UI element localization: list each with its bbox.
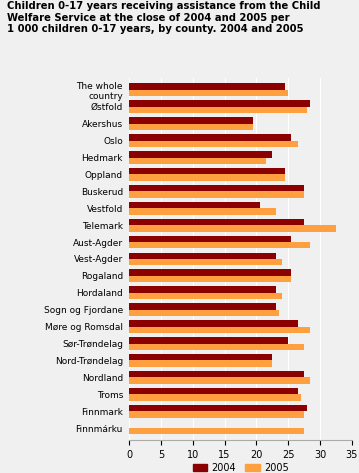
Bar <box>129 124 253 130</box>
Bar <box>129 253 275 259</box>
Bar <box>129 388 298 394</box>
Bar <box>129 428 304 435</box>
Bar <box>129 192 304 198</box>
Bar <box>129 377 311 384</box>
Bar <box>129 175 285 181</box>
Bar <box>129 343 304 350</box>
Bar <box>129 371 304 377</box>
Bar <box>129 286 275 293</box>
Bar <box>129 310 279 316</box>
Bar <box>129 276 292 282</box>
Bar <box>129 405 307 411</box>
Bar <box>129 90 288 96</box>
Bar <box>129 100 311 107</box>
Bar <box>129 140 298 147</box>
Bar <box>129 83 285 90</box>
Bar <box>129 411 304 418</box>
Bar <box>129 394 301 401</box>
Bar <box>129 326 311 333</box>
Bar <box>129 158 266 164</box>
Bar <box>129 354 272 360</box>
Bar <box>129 236 292 242</box>
Bar <box>129 107 307 113</box>
Bar <box>129 303 275 310</box>
Bar <box>129 219 304 225</box>
Bar <box>129 134 292 140</box>
Bar <box>129 168 285 175</box>
Bar <box>129 208 275 215</box>
Legend: 2004, 2005: 2004, 2005 <box>188 459 293 473</box>
Bar <box>129 185 304 192</box>
Bar <box>129 320 298 326</box>
Bar <box>129 151 272 158</box>
Bar <box>129 337 288 343</box>
Bar <box>129 242 311 248</box>
Bar <box>129 202 260 208</box>
Bar <box>129 360 272 367</box>
Bar <box>129 117 253 124</box>
Text: Children 0-17 years receiving assistance from the Child
Welfare Service at the c: Children 0-17 years receiving assistance… <box>7 1 321 34</box>
Bar <box>129 259 282 265</box>
Bar <box>129 293 282 299</box>
Bar <box>129 270 292 276</box>
Bar <box>129 225 336 232</box>
